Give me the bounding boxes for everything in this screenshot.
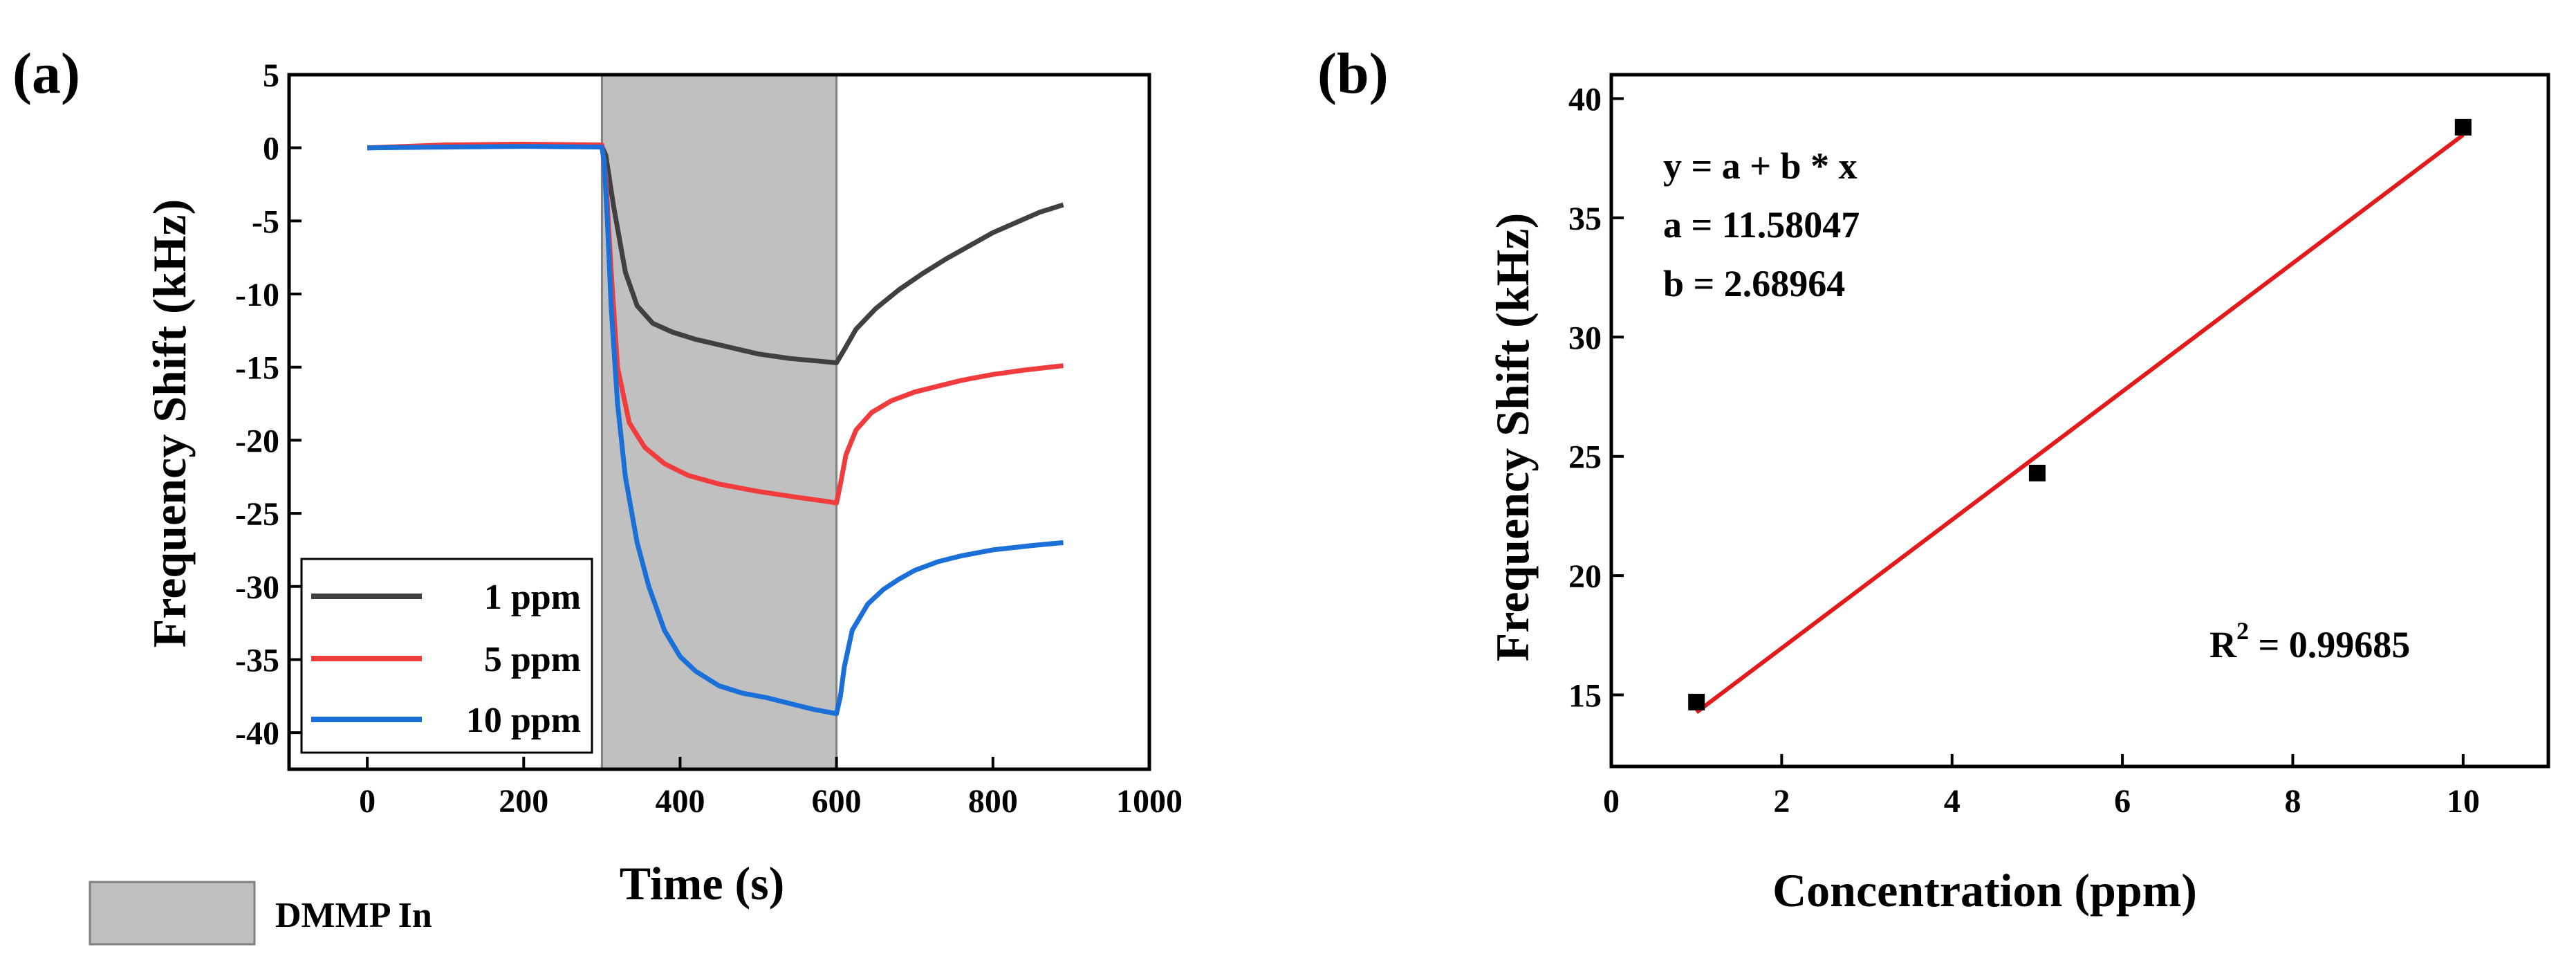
panel-a-plot-frame xyxy=(287,73,1151,771)
y-tick-label: -30 xyxy=(235,569,279,606)
dmmp-shaded-region xyxy=(600,73,838,771)
y-tick-label: -10 xyxy=(235,277,279,313)
x-tick-label: 0 xyxy=(359,783,376,820)
fit-equation: y = a + b * x xyxy=(1663,145,1857,187)
legend-label-5ppm: 5 ppm xyxy=(484,640,581,679)
r-squared: R2 = 0.99685 xyxy=(2209,617,2410,665)
x-tick-label: 4 xyxy=(1944,783,1961,820)
series-line-1-ppm xyxy=(367,143,1064,365)
series-line-10-ppm xyxy=(367,144,1064,717)
x-tick-label: 200 xyxy=(499,783,548,820)
panel-b-data-points xyxy=(1688,118,2472,710)
x-tick-label: 2 xyxy=(1773,783,1790,820)
fit-slope: b = 2.68964 xyxy=(1663,263,1845,304)
panel-a-x-ticks: 0 200 400 600 800 1000 xyxy=(359,757,1183,820)
panel-b-plot-frame xyxy=(1609,73,2550,769)
r-squared-superscript: 2 xyxy=(2236,617,2249,645)
y-tick-label: 5 xyxy=(263,57,279,94)
panel-b-label: (b) xyxy=(1317,42,1389,106)
panel-a-legend: 1 ppm 5 ppm 10 ppm xyxy=(300,558,593,754)
y-tick-label: 20 xyxy=(1568,558,1602,595)
y-tick-label: -15 xyxy=(235,350,279,387)
panel-b-y-axis-label: Frequency Shift (kHz) xyxy=(1486,213,1539,662)
data-point xyxy=(2028,464,2046,481)
dmmp-legend-label: DMMP In xyxy=(275,896,432,935)
linear-fit-line xyxy=(1695,133,2465,715)
panel-a-y-axis-label: Frequency Shift (kHz) xyxy=(143,199,196,648)
legend-label-1ppm: 1 ppm xyxy=(484,578,581,617)
data-point xyxy=(2454,118,2472,136)
panel-a: (a) 0 200 400 600 800 1000 5 0 -5 -10 -15 -20 -25 -3… xyxy=(12,42,1183,946)
x-tick-label: 0 xyxy=(1603,783,1620,820)
y-tick-label: 15 xyxy=(1568,678,1602,715)
y-tick-label: 35 xyxy=(1568,201,1602,237)
y-tick-label: 30 xyxy=(1568,320,1602,356)
legend-label-10ppm: 10 ppm xyxy=(466,701,581,740)
x-tick-label: 800 xyxy=(968,783,1018,820)
panel-b-x-ticks: 0 2 4 6 8 10 xyxy=(1603,754,2480,820)
y-tick-label: -20 xyxy=(235,423,279,459)
x-tick-label: 400 xyxy=(655,783,705,820)
y-tick-label: -35 xyxy=(235,642,279,679)
panel-a-y-ticks: 5 0 -5 -10 -15 -20 -25 -30 -35 -40 xyxy=(235,57,302,752)
r-squared-value: = 0.99685 xyxy=(2249,624,2410,665)
panel-a-x-axis-label: Time (s) xyxy=(620,857,785,910)
panel-a-label: (a) xyxy=(12,42,80,106)
fit-intercept: a = 11.58047 xyxy=(1663,204,1860,246)
y-tick-label: -40 xyxy=(235,715,279,752)
r-squared-symbol: R xyxy=(2209,624,2237,665)
y-tick-label: 25 xyxy=(1568,439,1602,476)
panel-b-x-axis-label: Concentration (ppm) xyxy=(1772,864,2197,917)
y-tick-label: -25 xyxy=(235,496,279,533)
x-tick-label: 600 xyxy=(812,783,862,820)
dmmp-legend-swatch xyxy=(89,881,256,946)
x-tick-label: 1000 xyxy=(1116,783,1183,820)
x-tick-label: 8 xyxy=(2284,783,2301,820)
y-tick-label: 0 xyxy=(263,131,279,167)
panel-b: (b) 0 2 4 6 8 10 15 20 25 30 35 40 Concentration (… xyxy=(1317,42,2550,917)
panel-b-y-ticks: 15 20 25 30 35 40 xyxy=(1568,81,1624,715)
x-tick-label: 10 xyxy=(2447,783,2480,820)
y-tick-label: 40 xyxy=(1568,81,1602,118)
x-tick-label: 6 xyxy=(2114,783,2131,820)
data-point xyxy=(1688,693,1705,710)
y-tick-label: -5 xyxy=(252,203,279,240)
panel-a-series-lines xyxy=(367,141,1064,717)
